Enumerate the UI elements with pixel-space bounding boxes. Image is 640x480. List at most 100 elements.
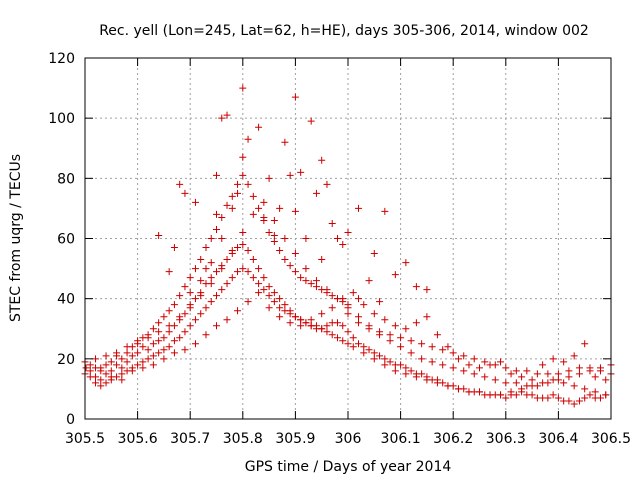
data-point <box>202 331 210 339</box>
data-point <box>286 319 294 327</box>
data-point <box>318 310 326 318</box>
data-point <box>191 265 199 273</box>
data-point <box>302 265 310 273</box>
data-point <box>323 328 331 336</box>
data-point <box>165 322 173 330</box>
data-point <box>223 256 231 264</box>
data-point <box>228 274 236 282</box>
data-point <box>502 364 510 372</box>
data-point <box>255 280 263 288</box>
data-point <box>181 346 189 354</box>
data-point <box>102 370 110 378</box>
data-point <box>144 334 152 342</box>
data-point <box>181 189 189 197</box>
data-point <box>560 379 568 387</box>
data-point <box>370 250 378 258</box>
data-point <box>186 274 194 282</box>
data-point <box>328 304 336 312</box>
data-point <box>402 364 410 372</box>
x-tick-label: 305.9 <box>275 431 315 447</box>
data-point <box>355 295 363 303</box>
data-point <box>160 355 168 363</box>
data-point <box>239 228 247 236</box>
data-point <box>160 346 168 354</box>
data-point <box>128 352 136 360</box>
data-point <box>297 168 305 176</box>
data-point <box>565 397 573 405</box>
data-point <box>476 388 483 396</box>
x-tick-label: 306.2 <box>433 431 473 447</box>
data-point <box>218 114 226 122</box>
data-point <box>307 280 315 288</box>
data-point <box>407 367 415 375</box>
data-point <box>365 325 373 333</box>
data-point <box>507 370 515 378</box>
data-point <box>134 337 142 345</box>
data-point <box>333 235 341 242</box>
data-point <box>370 349 378 357</box>
data-point <box>312 283 320 291</box>
data-point <box>155 319 163 327</box>
data-point <box>113 349 121 357</box>
data-point <box>234 180 242 188</box>
data-point <box>260 198 268 206</box>
data-point <box>344 228 352 236</box>
data-point <box>291 250 299 258</box>
data-point <box>323 322 331 330</box>
data-point <box>118 355 126 363</box>
data-point <box>286 262 294 270</box>
data-point <box>397 334 405 342</box>
data-point <box>260 213 268 221</box>
data-point <box>191 198 199 206</box>
y-tick-label: 80 <box>57 171 75 187</box>
data-point <box>297 316 305 324</box>
data-point <box>454 385 462 393</box>
data-point <box>570 352 578 360</box>
data-point <box>528 391 536 399</box>
data-point <box>281 235 289 242</box>
data-point <box>239 265 247 273</box>
data-point <box>381 316 389 324</box>
data-point <box>391 271 399 279</box>
chart-title: Rec. yell (Lon=245, Lat=62, h=HE), days … <box>99 23 589 39</box>
data-point <box>107 358 115 366</box>
data-point <box>412 283 420 291</box>
data-point <box>412 373 420 381</box>
data-point <box>197 310 205 318</box>
data-point <box>349 334 357 342</box>
data-point <box>123 343 131 351</box>
data-point <box>302 277 310 285</box>
data-point <box>596 394 604 402</box>
data-point <box>97 382 105 390</box>
data-point <box>602 376 610 384</box>
data-point <box>476 364 483 372</box>
data-point <box>407 349 415 357</box>
data-point <box>470 370 478 378</box>
data-point <box>381 207 389 215</box>
data-point <box>281 138 289 146</box>
data-point <box>360 301 368 309</box>
data-point <box>565 373 573 381</box>
data-point <box>281 256 289 264</box>
data-point <box>602 391 610 399</box>
data-point <box>291 207 299 215</box>
data-point <box>486 391 494 399</box>
data-point <box>439 346 447 354</box>
data-point <box>402 325 410 333</box>
data-point <box>197 256 205 264</box>
data-point <box>92 379 100 387</box>
data-point <box>512 379 520 387</box>
x-tick-label: 305.6 <box>118 431 158 447</box>
data-point <box>291 313 299 321</box>
data-point <box>344 340 352 348</box>
data-point <box>165 307 173 315</box>
data-point <box>276 313 284 321</box>
data-point <box>255 265 263 273</box>
data-point <box>502 394 510 402</box>
data-point <box>339 295 347 303</box>
data-point <box>134 361 142 369</box>
data-point <box>586 391 594 399</box>
data-point <box>539 379 547 387</box>
data-point <box>270 238 278 246</box>
